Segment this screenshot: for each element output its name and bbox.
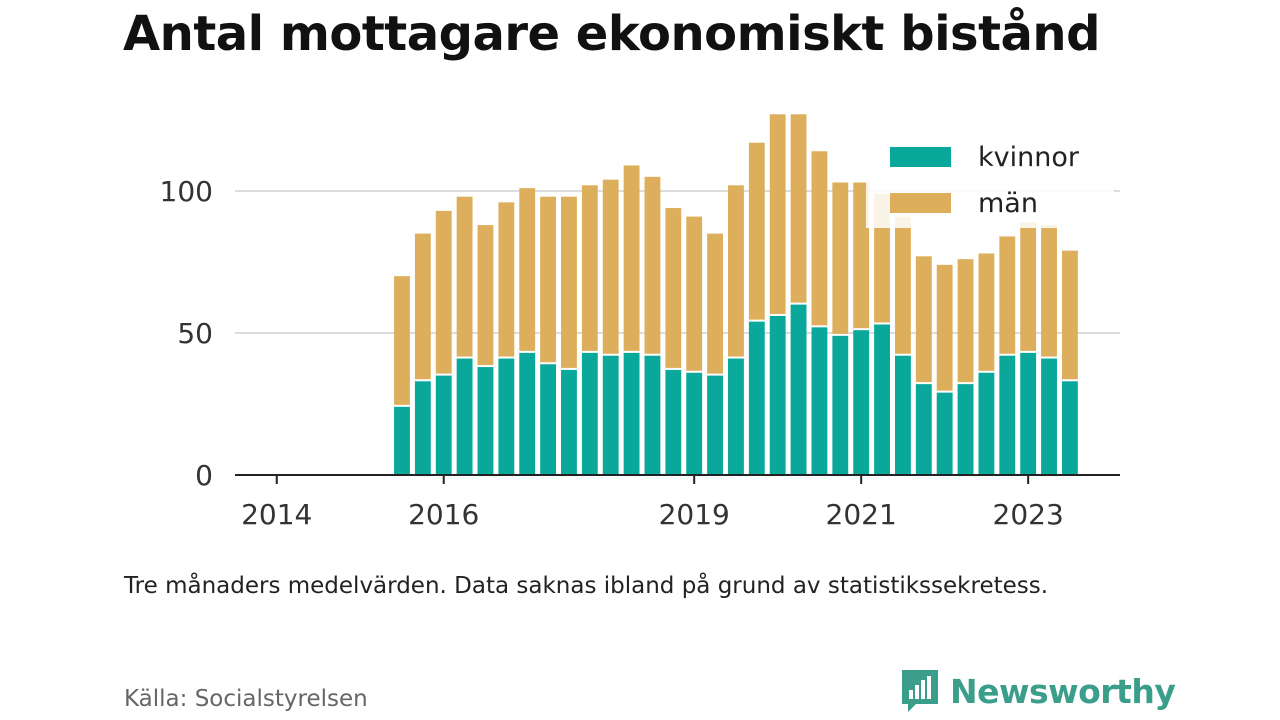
bar-man xyxy=(936,264,953,391)
bar-kvinnor xyxy=(394,406,410,475)
x-tick-label: 2016 xyxy=(408,498,479,531)
bar-man xyxy=(456,196,473,357)
legend-label: män xyxy=(978,188,1038,219)
brand-logo[interactable]: Newsworthy xyxy=(900,668,1176,714)
bar-man xyxy=(686,216,703,371)
y-tick-label: 0 xyxy=(195,459,213,492)
legend: kvinnor män xyxy=(866,128,1114,228)
axes: 0 50 100 2014 2016 2019 2021 2023 xyxy=(160,175,1120,531)
bar-kvinnor xyxy=(435,375,452,475)
x-tick-label: 2019 xyxy=(659,498,730,531)
x-tick-label: 2014 xyxy=(241,498,312,531)
stacked-bar-chart: 0 50 100 2014 2016 2019 2021 2023 kvinnor män xyxy=(160,114,1120,531)
bar-man xyxy=(519,188,536,351)
source-label: Källa: Socialstyrelsen xyxy=(124,686,368,712)
legend-swatch xyxy=(890,193,951,213)
bar-man xyxy=(728,185,744,357)
bar-kvinnor xyxy=(832,335,849,475)
bar-man xyxy=(581,185,598,351)
bar-kvinnor xyxy=(1061,381,1078,475)
bar-man xyxy=(1020,222,1037,351)
bar-kvinnor xyxy=(894,355,911,475)
bar-man xyxy=(540,196,557,363)
legend-swatch xyxy=(890,147,951,167)
bar-kvinnor xyxy=(540,364,557,475)
bar-kvinnor xyxy=(748,321,765,475)
bar-man xyxy=(915,256,932,383)
brand-name: Newsworthy xyxy=(950,671,1176,711)
bar-kvinnor xyxy=(957,384,974,475)
bar-kvinnor xyxy=(769,315,786,475)
bar-kvinnor xyxy=(665,369,682,475)
x-tick-label: 2021 xyxy=(826,498,897,531)
bar-man xyxy=(957,259,974,383)
bar-kvinnor xyxy=(936,392,953,475)
bar-kvinnor xyxy=(1020,352,1037,475)
bar-kvinnor xyxy=(477,367,494,475)
bar-kvinnor xyxy=(602,355,619,475)
bar-kvinnor xyxy=(414,381,431,475)
bar-kvinnor xyxy=(978,372,995,475)
bar-man xyxy=(561,196,577,368)
bar-kvinnor xyxy=(728,358,744,475)
bar-man xyxy=(665,208,682,368)
chart-note: Tre månaders medelvärden. Data saknas ib… xyxy=(124,573,1049,599)
bar-kvinnor xyxy=(874,324,890,475)
bar-kvinnor xyxy=(790,304,807,475)
y-tick-label: 50 xyxy=(177,317,213,350)
bar-man xyxy=(853,182,870,329)
bar-man xyxy=(644,176,661,354)
bar-kvinnor xyxy=(915,384,932,475)
bar-kvinnor xyxy=(456,358,473,475)
bar-man xyxy=(1061,250,1078,380)
bar-kvinnor xyxy=(707,375,724,475)
bar-man xyxy=(811,151,828,326)
bar-kvinnor xyxy=(519,352,536,475)
bar-kvinnor xyxy=(999,355,1016,475)
bar-kvinnor xyxy=(1041,358,1057,475)
bar-kvinnor xyxy=(811,327,828,475)
bar-man xyxy=(769,114,786,314)
bar-kvinnor xyxy=(581,352,598,475)
bar-man xyxy=(748,142,765,320)
bar-man xyxy=(498,202,515,357)
bar-man xyxy=(414,233,431,380)
bar-kvinnor xyxy=(623,352,640,475)
bar-man xyxy=(602,179,619,354)
bar-man xyxy=(978,253,995,371)
bar-man xyxy=(790,114,807,303)
bar-man xyxy=(623,165,640,351)
x-tick-label: 2023 xyxy=(993,498,1064,531)
bar-kvinnor xyxy=(644,355,661,475)
bar-kvinnor xyxy=(561,369,577,475)
legend-label: kvinnor xyxy=(978,142,1080,173)
bar-kvinnor xyxy=(686,372,703,475)
newsworthy-logo-icon xyxy=(902,670,938,712)
bar-man xyxy=(999,236,1016,354)
chart-title: Antal mottagare ekonomiskt bistånd xyxy=(123,6,1100,62)
bars xyxy=(394,114,1078,475)
bar-man xyxy=(1041,225,1057,357)
bar-kvinnor xyxy=(853,330,870,475)
bar-man xyxy=(832,182,849,334)
bar-man xyxy=(894,216,911,354)
bar-man xyxy=(435,210,452,374)
bar-kvinnor xyxy=(498,358,515,475)
bar-man xyxy=(707,233,724,374)
y-tick-label: 100 xyxy=(160,175,213,208)
bar-man xyxy=(477,225,494,366)
bar-man xyxy=(394,276,410,405)
